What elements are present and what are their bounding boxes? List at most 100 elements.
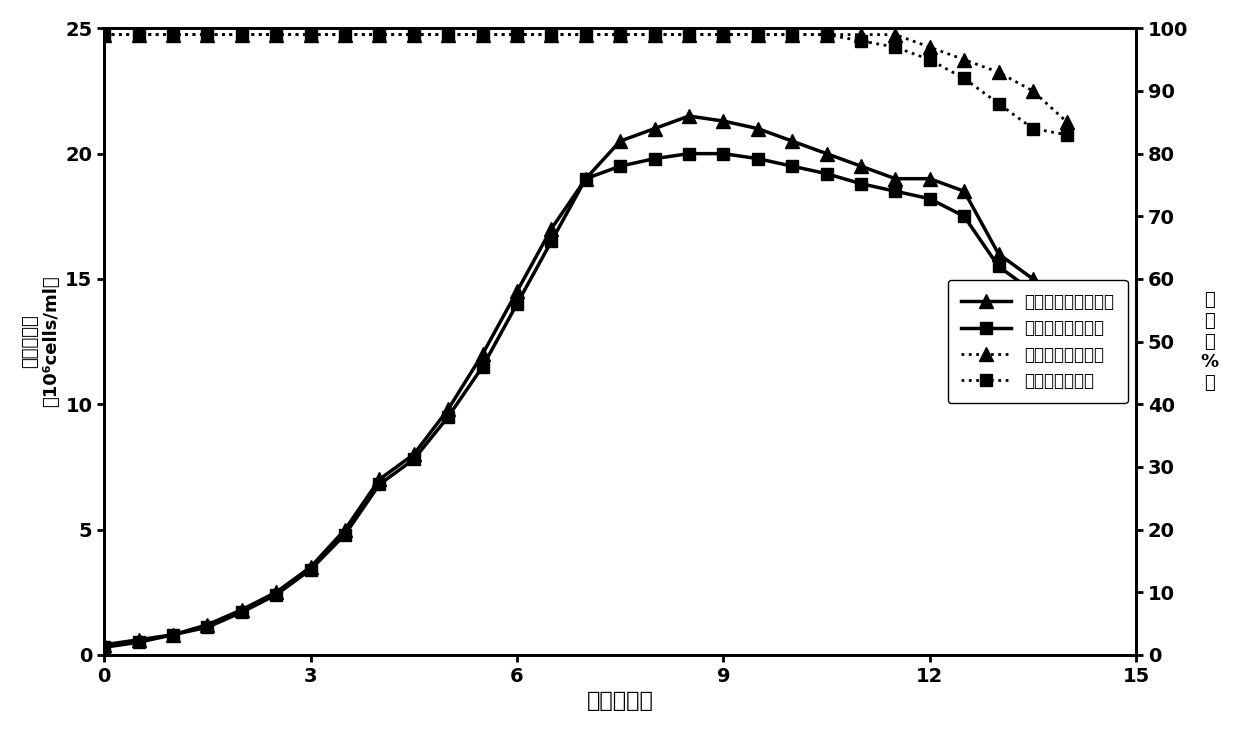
反应器细胞活率 bbox=[922, 55, 937, 64]
反应器细胞活率 bbox=[166, 30, 181, 39]
对照摇瓶细胞活率 bbox=[166, 30, 181, 39]
对照摇瓶细胞活率 bbox=[991, 68, 1006, 77]
反应器细胞活率 bbox=[97, 30, 112, 39]
对照摇瓶活细胞密度 bbox=[922, 174, 937, 183]
反应器活细胞密度 bbox=[716, 149, 731, 158]
反应器细胞活率 bbox=[544, 30, 559, 39]
对照摇瓶活细胞密度 bbox=[131, 635, 146, 644]
反应器活细胞密度 bbox=[475, 362, 489, 371]
反应器细胞活率 bbox=[1059, 130, 1074, 139]
反应器活细胞密度 bbox=[509, 299, 524, 308]
反应器活细胞密度 bbox=[681, 149, 696, 158]
反应器活细胞密度 bbox=[441, 412, 456, 421]
对照摇瓶活细胞密度 bbox=[819, 149, 834, 158]
反应器细胞活率 bbox=[234, 30, 249, 39]
对照摇瓶细胞活率 bbox=[681, 30, 696, 39]
对照摇瓶活细胞密度 bbox=[957, 187, 971, 195]
对照摇瓶活细胞密度 bbox=[441, 405, 456, 414]
对照摇瓶细胞活率 bbox=[199, 30, 214, 39]
对照摇瓶细胞活率 bbox=[1026, 86, 1041, 95]
对照摇瓶活细胞密度 bbox=[991, 250, 1006, 258]
对照摇瓶细胞活率 bbox=[269, 30, 284, 39]
Y-axis label: 活细胞密度
（10⁶cells/ml）: 活细胞密度 （10⁶cells/ml） bbox=[21, 276, 59, 408]
对照摇瓶细胞活率 bbox=[372, 30, 387, 39]
反应器活细胞密度 bbox=[406, 455, 421, 464]
反应器细胞活率 bbox=[199, 30, 214, 39]
对照摇瓶细胞活率 bbox=[97, 30, 112, 39]
对照摇瓶细胞活率 bbox=[579, 30, 593, 39]
对照摇瓶细胞活率 bbox=[544, 30, 559, 39]
对照摇瓶细胞活率 bbox=[751, 30, 766, 39]
对照摇瓶细胞活率 bbox=[647, 30, 662, 39]
反应器活细胞密度 bbox=[337, 530, 352, 539]
对照摇瓶活细胞密度 bbox=[579, 174, 593, 183]
Line: 对照摇瓶活细胞密度: 对照摇瓶活细胞密度 bbox=[98, 109, 1074, 651]
反应器活细胞密度 bbox=[991, 262, 1006, 271]
对照摇瓶活细胞密度 bbox=[406, 450, 421, 459]
对照摇瓶细胞活率 bbox=[613, 30, 628, 39]
对照摇瓶细胞活率 bbox=[922, 42, 937, 51]
反应器细胞活率 bbox=[647, 30, 662, 39]
对照摇瓶活细胞密度 bbox=[199, 620, 214, 629]
Line: 对照摇瓶细胞活率: 对照摇瓶细胞活率 bbox=[98, 28, 1074, 130]
反应器活细胞密度 bbox=[1026, 287, 1041, 296]
Line: 反应器活细胞密度: 反应器活细胞密度 bbox=[98, 147, 1073, 654]
Line: 反应器细胞活率: 反应器细胞活率 bbox=[98, 29, 1073, 141]
对照摇瓶活细胞密度 bbox=[372, 475, 387, 484]
对照摇瓶活细胞密度 bbox=[888, 174, 903, 183]
反应器细胞活率 bbox=[475, 30, 489, 39]
对照摇瓶活细胞密度 bbox=[716, 116, 731, 125]
反应器细胞活率 bbox=[269, 30, 284, 39]
对照摇瓶活细胞密度 bbox=[647, 124, 662, 133]
对照摇瓶活细胞密度 bbox=[854, 162, 869, 171]
反应器细胞活率 bbox=[131, 30, 146, 39]
反应器细胞活率 bbox=[613, 30, 628, 39]
对照摇瓶活细胞密度 bbox=[509, 287, 524, 296]
对照摇瓶活细胞密度 bbox=[751, 124, 766, 133]
反应器活细胞密度 bbox=[888, 187, 903, 195]
反应器活细胞密度 bbox=[819, 169, 834, 178]
对照摇瓶细胞活率 bbox=[854, 30, 869, 39]
反应器活细胞密度 bbox=[269, 590, 284, 599]
反应器细胞活率 bbox=[716, 30, 731, 39]
对照摇瓶活细胞密度 bbox=[544, 225, 559, 234]
反应器活细胞密度 bbox=[372, 480, 387, 489]
反应器细胞活率 bbox=[372, 30, 387, 39]
反应器活细胞密度 bbox=[131, 638, 146, 646]
对照摇瓶细胞活率 bbox=[304, 30, 318, 39]
反应器细胞活率 bbox=[991, 99, 1006, 108]
反应器细胞活率 bbox=[337, 30, 352, 39]
反应器细胞活率 bbox=[441, 30, 456, 39]
反应器活细胞密度 bbox=[199, 623, 214, 632]
Legend: 对照摇瓶活细胞密度, 反应器活细胞密度, 对照摇瓶细胞活率, 反应器细胞活率: 对照摇瓶活细胞密度, 反应器活细胞密度, 对照摇瓶细胞活率, 反应器细胞活率 bbox=[948, 280, 1127, 403]
反应器细胞活率 bbox=[509, 30, 524, 39]
对照摇瓶活细胞密度 bbox=[166, 630, 181, 639]
对照摇瓶活细胞密度 bbox=[475, 350, 489, 359]
对照摇瓶活细胞密度 bbox=[613, 137, 628, 146]
反应器活细胞密度 bbox=[97, 643, 112, 651]
反应器细胞活率 bbox=[579, 30, 593, 39]
反应器细胞活率 bbox=[304, 30, 318, 39]
对照摇瓶活细胞密度 bbox=[681, 112, 696, 121]
对照摇瓶细胞活率 bbox=[1059, 118, 1074, 127]
反应器活细胞密度 bbox=[854, 179, 869, 188]
对照摇瓶活细胞密度 bbox=[234, 605, 249, 614]
对照摇瓶细胞活率 bbox=[475, 30, 489, 39]
对照摇瓶细胞活率 bbox=[337, 30, 352, 39]
对照摇瓶细胞活率 bbox=[406, 30, 421, 39]
反应器细胞活率 bbox=[681, 30, 696, 39]
对照摇瓶细胞活率 bbox=[784, 30, 799, 39]
对照摇瓶活细胞密度 bbox=[784, 137, 799, 146]
对照摇瓶细胞活率 bbox=[819, 30, 834, 39]
对照摇瓶活细胞密度 bbox=[1059, 294, 1074, 303]
反应器活细胞密度 bbox=[234, 608, 249, 616]
对照摇瓶细胞活率 bbox=[957, 55, 971, 64]
反应器活细胞密度 bbox=[751, 154, 766, 163]
反应器活细胞密度 bbox=[166, 630, 181, 639]
对照摇瓶细胞活率 bbox=[509, 30, 524, 39]
反应器活细胞密度 bbox=[647, 154, 662, 163]
对照摇瓶活细胞密度 bbox=[1026, 274, 1041, 283]
反应器细胞活率 bbox=[1026, 124, 1041, 133]
反应器活细胞密度 bbox=[784, 162, 799, 171]
对照摇瓶细胞活率 bbox=[441, 30, 456, 39]
